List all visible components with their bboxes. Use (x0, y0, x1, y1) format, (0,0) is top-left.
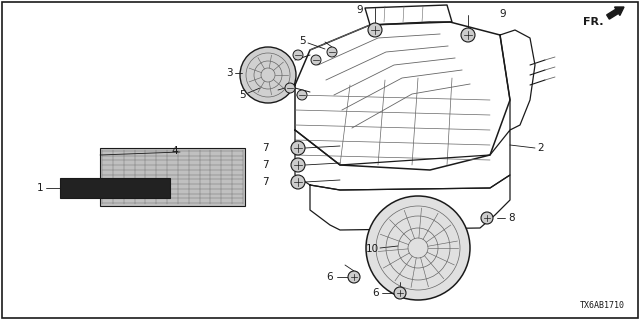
Circle shape (394, 287, 406, 299)
Text: 4: 4 (172, 146, 179, 156)
Circle shape (461, 28, 475, 42)
Text: TX6AB1710: TX6AB1710 (580, 301, 625, 310)
Bar (60, 178, 170, 198)
Circle shape (240, 47, 296, 103)
Circle shape (311, 55, 321, 65)
Text: FR.: FR. (583, 17, 604, 27)
Text: 9: 9 (500, 9, 506, 19)
Bar (100, 148, 245, 206)
Text: 1: 1 (36, 183, 44, 193)
Text: 7: 7 (262, 177, 268, 187)
Circle shape (368, 23, 382, 37)
Text: 7: 7 (262, 143, 268, 153)
Circle shape (285, 83, 295, 93)
Text: 6: 6 (326, 272, 333, 282)
Text: 8: 8 (509, 213, 515, 223)
Text: 5: 5 (239, 90, 245, 100)
Text: 5: 5 (299, 36, 305, 46)
Text: 2: 2 (538, 143, 544, 153)
Circle shape (291, 141, 305, 155)
FancyArrow shape (607, 7, 624, 19)
Circle shape (481, 212, 493, 224)
Text: 3: 3 (226, 68, 232, 78)
Text: 10: 10 (365, 244, 379, 254)
Text: 7: 7 (262, 160, 268, 170)
Circle shape (291, 175, 305, 189)
Circle shape (366, 196, 470, 300)
Circle shape (348, 271, 360, 283)
Text: 6: 6 (372, 288, 380, 298)
Circle shape (297, 90, 307, 100)
Circle shape (291, 158, 305, 172)
Text: 9: 9 (356, 5, 364, 15)
Circle shape (327, 47, 337, 57)
Circle shape (293, 50, 303, 60)
